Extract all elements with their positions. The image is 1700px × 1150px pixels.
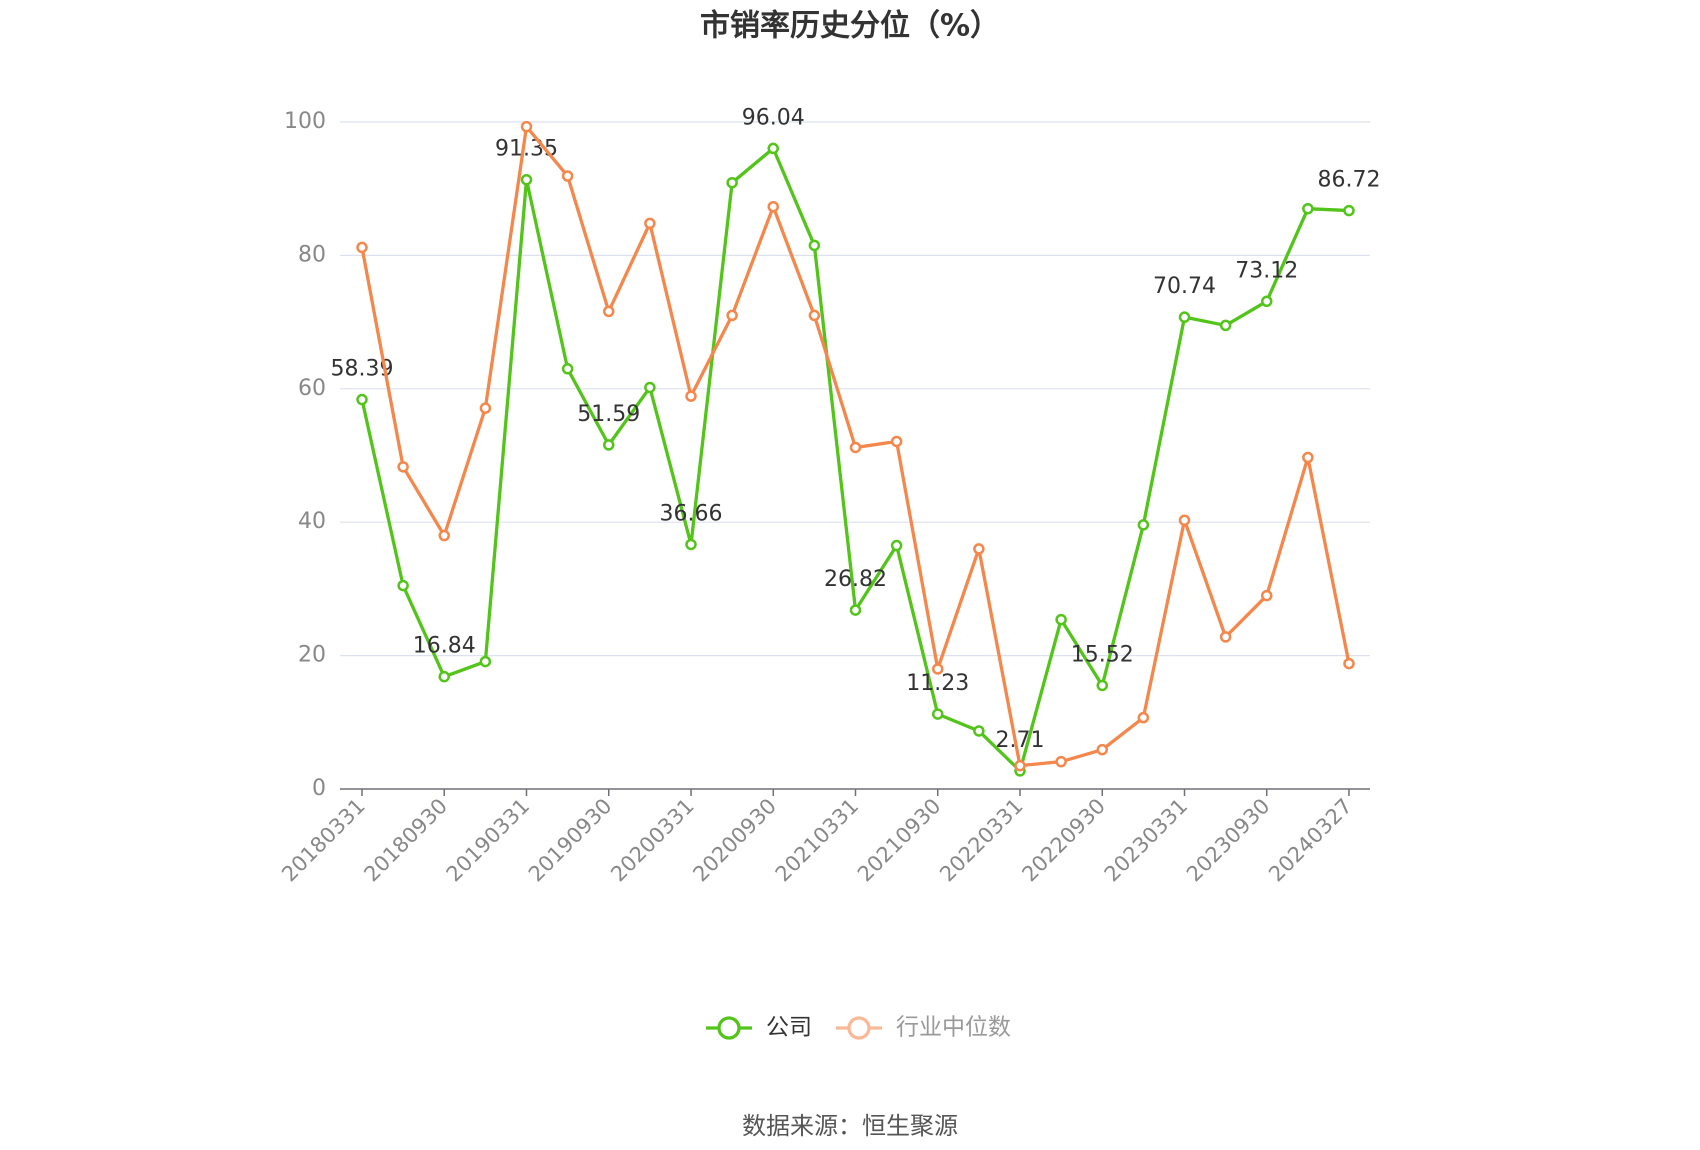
data-point bbox=[1261, 295, 1273, 308]
data-label: 2.71 bbox=[996, 728, 1045, 753]
x-tick-label: 20230930 bbox=[1182, 794, 1275, 887]
legend-label: 公司 bbox=[766, 1015, 812, 1041]
data-point bbox=[644, 381, 656, 394]
x-tick-label: 20220930 bbox=[1017, 794, 1110, 887]
x-tick-label: 20230331 bbox=[1100, 794, 1193, 887]
data-point bbox=[397, 579, 409, 592]
data-point bbox=[438, 529, 450, 542]
data-label: 16.84 bbox=[413, 634, 476, 659]
data-point bbox=[1055, 613, 1067, 626]
data-point bbox=[644, 217, 656, 230]
legend-item[interactable]: 公司 bbox=[706, 1015, 812, 1041]
y-tick-label: 40 bbox=[298, 509, 326, 534]
data-point bbox=[973, 725, 985, 737]
data-point bbox=[561, 170, 574, 182]
data-point bbox=[479, 655, 492, 668]
data-point bbox=[849, 441, 862, 454]
data-point bbox=[1302, 451, 1314, 464]
y-tick-label: 20 bbox=[298, 643, 326, 668]
data-label: 36.66 bbox=[660, 501, 723, 526]
source-note: 数据来源：恒生聚源 bbox=[742, 1112, 958, 1140]
data-point bbox=[1178, 514, 1191, 526]
data-point bbox=[520, 120, 533, 133]
data-point bbox=[1178, 311, 1191, 323]
data-label: 91.35 bbox=[495, 137, 558, 162]
data-point bbox=[1137, 519, 1150, 531]
data-point bbox=[520, 173, 533, 186]
legend-marker bbox=[847, 1016, 871, 1040]
data-label: 86.72 bbox=[1318, 168, 1381, 193]
data-point bbox=[1343, 657, 1355, 670]
data-point bbox=[1055, 755, 1067, 768]
y-tick-label: 80 bbox=[298, 242, 326, 267]
data-point bbox=[685, 390, 697, 402]
data-point bbox=[603, 305, 615, 318]
x-tick-label: 20240327 bbox=[1264, 794, 1357, 887]
x-tick-label: 20220331 bbox=[935, 794, 1028, 887]
data-point bbox=[685, 538, 697, 551]
data-point bbox=[1137, 711, 1150, 724]
data-point bbox=[808, 239, 821, 252]
data-point bbox=[1261, 589, 1273, 602]
x-tick-label: 20210930 bbox=[853, 794, 946, 887]
data-point bbox=[561, 363, 574, 375]
data-point bbox=[1014, 759, 1026, 772]
legend-marker bbox=[717, 1016, 741, 1040]
data-label: 11.23 bbox=[906, 671, 969, 696]
data-point bbox=[808, 309, 821, 322]
data-point bbox=[479, 402, 492, 414]
data-label: 26.82 bbox=[824, 567, 887, 592]
data-label: 73.12 bbox=[1235, 258, 1298, 283]
data-point bbox=[1219, 631, 1232, 643]
y-tick-label: 60 bbox=[298, 376, 326, 401]
data-label: 70.74 bbox=[1153, 274, 1216, 299]
data-point bbox=[973, 543, 985, 555]
data-point bbox=[603, 439, 615, 451]
x-tick-label: 20200930 bbox=[688, 794, 781, 887]
data-point bbox=[1302, 202, 1314, 215]
data-point bbox=[726, 309, 738, 322]
data-point bbox=[932, 663, 944, 675]
data-point bbox=[767, 200, 779, 213]
legend-label: 行业中位数 bbox=[896, 1015, 1011, 1041]
x-tick-label: 20210331 bbox=[771, 794, 864, 887]
data-point bbox=[397, 461, 409, 473]
x-tick-label: 20200331 bbox=[606, 794, 699, 887]
y-tick-label: 0 bbox=[312, 776, 326, 801]
chart-title: 市销率历史分位（%） bbox=[700, 9, 1000, 44]
data-label: 15.52 bbox=[1071, 642, 1134, 667]
data-point bbox=[356, 393, 368, 406]
data-point bbox=[1096, 679, 1108, 692]
data-point bbox=[890, 539, 903, 552]
data-point bbox=[932, 708, 944, 720]
legend-item[interactable]: 行业中位数 bbox=[836, 1015, 1011, 1041]
data-point bbox=[438, 670, 450, 683]
x-tick-label: 20180331 bbox=[277, 794, 370, 887]
data-point bbox=[849, 604, 862, 616]
data-label: 51.59 bbox=[577, 402, 640, 427]
y-tick-label: 100 bbox=[284, 109, 326, 134]
x-tick-label: 20190331 bbox=[442, 794, 535, 887]
data-point bbox=[1219, 319, 1232, 332]
x-tick-label: 20190930 bbox=[524, 794, 617, 887]
data-label: 96.04 bbox=[742, 105, 805, 130]
data-point bbox=[767, 142, 779, 155]
data-point bbox=[890, 435, 903, 448]
data-point bbox=[1343, 204, 1355, 217]
data-point bbox=[1096, 743, 1108, 756]
x-tick-label: 20180930 bbox=[359, 794, 452, 887]
data-point bbox=[726, 176, 738, 189]
data-point bbox=[356, 241, 368, 254]
